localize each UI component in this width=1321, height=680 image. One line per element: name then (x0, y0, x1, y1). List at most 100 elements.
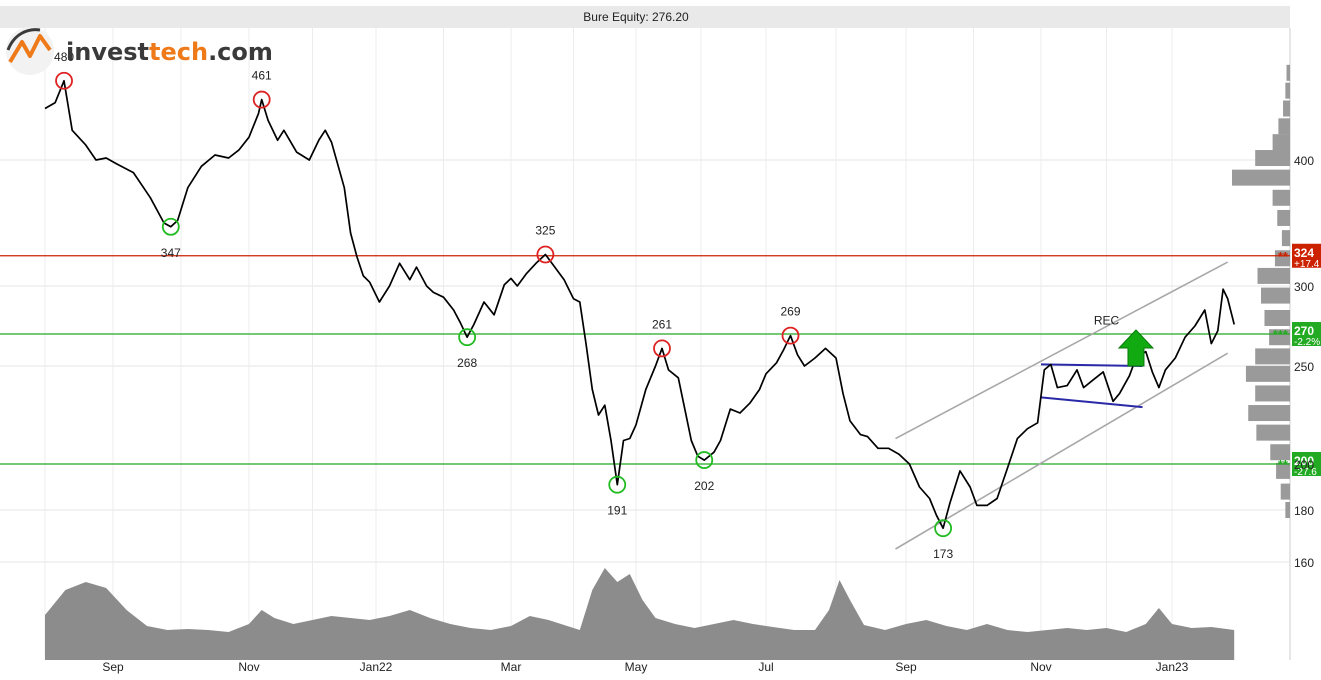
y-tick-label: 200 (1294, 458, 1314, 472)
bottom-marker (934, 519, 953, 538)
top-label: 261 (652, 317, 672, 331)
investtech-logo: investtech.com (6, 27, 273, 75)
level-tag-value: 270 (1294, 324, 1314, 338)
trend-channel (895, 261, 1229, 550)
volume-profile-bar (1272, 134, 1290, 151)
logo-part-invest: invest (66, 38, 149, 66)
volume-profile-bar (1272, 189, 1290, 206)
y-axis: 160 180 200 250 300 400 (1294, 154, 1314, 570)
top-marker (536, 245, 555, 264)
level-tag (1292, 452, 1321, 476)
level-tag (1292, 243, 1321, 268)
volume-profile (1232, 64, 1290, 518)
level-tag-change: -2.2% (1294, 337, 1320, 348)
volume-profile-bar (1274, 250, 1290, 267)
top-label: 461 (252, 69, 272, 83)
volume-profile-bar (1261, 287, 1290, 304)
level-tag-value: 324 (1294, 246, 1314, 260)
support-resistance-lines: ** 324+17.4 *** 270-2.2% ** 200-27.6 (0, 243, 1321, 478)
volume-profile-bar (1232, 169, 1290, 186)
level-tag-value: 200 (1294, 454, 1314, 468)
level-stars: ** (1278, 457, 1289, 472)
channel-lower-line (895, 352, 1229, 550)
buy-arrow-shape (1117, 329, 1155, 367)
level-tag-change: -27.6 (1294, 467, 1317, 478)
bottom-label: 202 (694, 479, 714, 493)
level-stars: ** (1278, 249, 1289, 264)
bottom-label: 191 (607, 504, 627, 518)
level-tag (1292, 322, 1321, 346)
top-label: 269 (780, 305, 800, 319)
volume-profile-bar (1281, 230, 1290, 247)
volume-profile-bar (1269, 329, 1290, 346)
volume-profile-bar (1245, 365, 1290, 382)
y-tick-label: 300 (1294, 280, 1314, 294)
logo-wordmark: investtech.com (66, 38, 273, 66)
level-tag-change: +17.4 (1294, 259, 1320, 270)
top-marker (252, 90, 271, 109)
volume-profile-bar (1256, 424, 1290, 441)
grid (0, 28, 1291, 660)
volume-profile-bar (1283, 100, 1290, 117)
y-tick-label: 250 (1294, 360, 1314, 374)
x-tick-label: Sep (102, 660, 124, 674)
channel-upper-line (895, 261, 1229, 440)
logo-part-tech: tech (149, 38, 208, 66)
top-marker (55, 71, 73, 90)
bottom-label: 173 (933, 547, 953, 561)
y-tick-label: 180 (1294, 504, 1314, 518)
top-label: 325 (535, 224, 555, 238)
volume-area (45, 568, 1235, 660)
volume-profile-bar (1255, 150, 1290, 167)
bottom-marker (161, 217, 180, 236)
title-bar (0, 6, 1290, 28)
x-tick-label: Nov (1030, 660, 1051, 674)
bottom-marker (608, 475, 627, 494)
rec-upper-line (1040, 363, 1143, 367)
x-tick-label: Jan23 (1156, 660, 1189, 674)
x-tick-label: May (625, 660, 648, 674)
volume-profile-bar (1264, 310, 1290, 326)
top-marker (781, 326, 800, 345)
bottom-label: 347 (161, 246, 181, 260)
chart-title: Bure Equity: 276.20 (583, 10, 689, 24)
y-tick-label: 160 (1294, 556, 1314, 570)
volume-profile-bar (1285, 82, 1290, 99)
bottom-marker (458, 328, 477, 347)
volume-profile-bar (1248, 405, 1290, 422)
bottom-label: 268 (457, 356, 477, 370)
volume-profile-bar (1285, 502, 1290, 518)
buy-signal-arrow (1117, 329, 1155, 367)
volume-profile-bar (1255, 385, 1290, 402)
volume-profile-bar (1270, 444, 1290, 461)
logo-icon (6, 27, 54, 75)
volume-profile-bar (1277, 209, 1290, 226)
x-tick-label: Jul (758, 660, 773, 674)
volume-profile-bar (1278, 118, 1290, 135)
rec-lower-line (1040, 396, 1143, 409)
y-tick-label: 400 (1294, 154, 1314, 168)
volume-profile-bar (1255, 348, 1290, 365)
price-series (44, 79, 1236, 530)
x-tick-label: Jan22 (360, 660, 393, 674)
volume-profile-bar (1257, 267, 1290, 284)
top-label: 480 (54, 50, 74, 64)
logo-part-com: .com (208, 38, 273, 66)
bottom-marker (695, 451, 714, 469)
volume-profile-bar (1276, 462, 1290, 479)
top-bottom-markers: 480 461 325 261 269 347 268 191 202 173 (54, 50, 953, 561)
x-tick-label: Mar (501, 660, 522, 674)
volume-profile-bar (1280, 483, 1290, 500)
level-stars: *** (1273, 327, 1289, 342)
volume-profile-bar (1286, 64, 1290, 81)
top-marker (653, 339, 671, 358)
x-tick-label: Sep (895, 660, 917, 674)
x-axis: Sep Nov Jan22 Mar May Jul Sep Nov Jan23 (102, 660, 1188, 674)
price-line (44, 79, 1236, 530)
x-tick-label: Nov (238, 660, 259, 674)
plot-background (0, 28, 1290, 660)
rectangle-pattern: REC (1040, 313, 1143, 409)
volume-fill (45, 568, 1235, 660)
rec-label: REC (1094, 313, 1120, 327)
